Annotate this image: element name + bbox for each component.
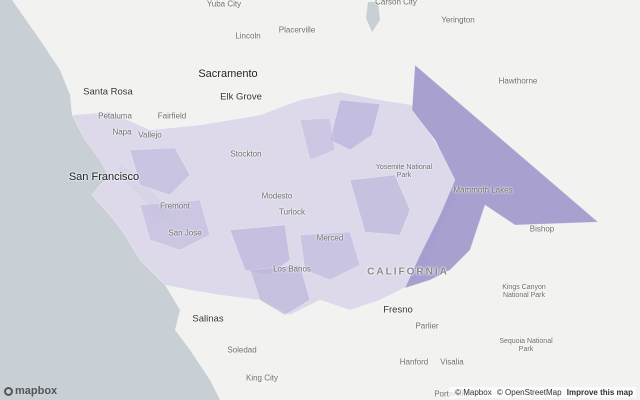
region-7[interactable] [299, 231, 361, 281]
city-label-petaluma: Petaluma [98, 111, 132, 121]
park-label-sequoia-national-park: Sequoia National Park [499, 338, 553, 353]
city-label-carson-city: Carson City [375, 0, 417, 7]
city-label-los-banos: Los Banos [273, 264, 311, 274]
city-label-mammoth-lakes: Mammoth Lakes [453, 185, 513, 195]
city-label-san-jose: San Jose [168, 228, 202, 238]
region-5[interactable] [249, 264, 311, 316]
ocean [0, 0, 220, 400]
city-label-merced: Merced [316, 233, 344, 243]
city-label-elk-grove: Elk Grove [220, 91, 262, 103]
attribution-mapbox-link[interactable]: © Mapbox [455, 388, 492, 397]
city-label-sacramento: Sacramento [198, 68, 258, 80]
region-9[interactable] [139, 199, 211, 251]
region-6[interactable] [349, 174, 411, 236]
city-label-soledad: Soledad [227, 345, 257, 355]
park-label-kings-canyon-national-park: Kings Canyon National Park [502, 284, 546, 299]
city-label-modesto: Modesto [261, 191, 293, 201]
city-label-santa-rosa: Santa Rosa [83, 86, 133, 98]
city-label-hanford: Hanford [399, 357, 429, 367]
city-label-king-city: King City [245, 373, 279, 383]
mapbox-logo[interactable]: mapbox [4, 385, 57, 397]
city-label-turlock: Turlock [279, 207, 305, 217]
mapbox-logo-text: mapbox [15, 385, 58, 397]
city-label-fremont: Fremont [160, 201, 190, 211]
city-label-hawthorne: Hawthorne [498, 76, 538, 86]
city-label-placerville: Placerville [278, 25, 316, 35]
state-label: CALIFORNIA [367, 266, 449, 278]
city-label-bishop: Bishop [529, 224, 555, 234]
improve-map-link[interactable]: Improve this map [566, 388, 633, 397]
mapbox-logo-icon [4, 386, 13, 396]
park-label-yosemite-national-park: Yosemite National Park [375, 164, 433, 179]
city-label-yuba-city: Yuba City [206, 0, 242, 9]
lake-tahoe [366, 2, 380, 32]
city-label-yerington: Yerington [441, 15, 475, 25]
city-label-san-francisco: San Francisco [68, 171, 140, 183]
attribution-osm-link[interactable]: © OpenStreetMap [496, 388, 562, 397]
region-8[interactable] [129, 147, 191, 196]
city-label-visalia: Visalia [440, 357, 464, 367]
city-label-fresno: Fresno [383, 304, 413, 316]
city-label-napa: Napa [112, 127, 132, 137]
region-1[interactable] [71, 91, 461, 316]
city-label-salinas: Salinas [192, 313, 224, 325]
city-label-lincoln: Lincoln [235, 31, 261, 41]
attribution: © Mapbox © OpenStreetMap Improve this ma… [449, 387, 636, 398]
region-10[interactable] [299, 117, 336, 161]
city-label-vallejo: Vallejo [138, 130, 162, 140]
city-label-parlier: Parlier [415, 321, 439, 331]
city-label-stockton: Stockton [230, 149, 262, 159]
city-label-fairfield: Fairfield [157, 111, 187, 121]
region-2[interactable] [404, 64, 599, 289]
